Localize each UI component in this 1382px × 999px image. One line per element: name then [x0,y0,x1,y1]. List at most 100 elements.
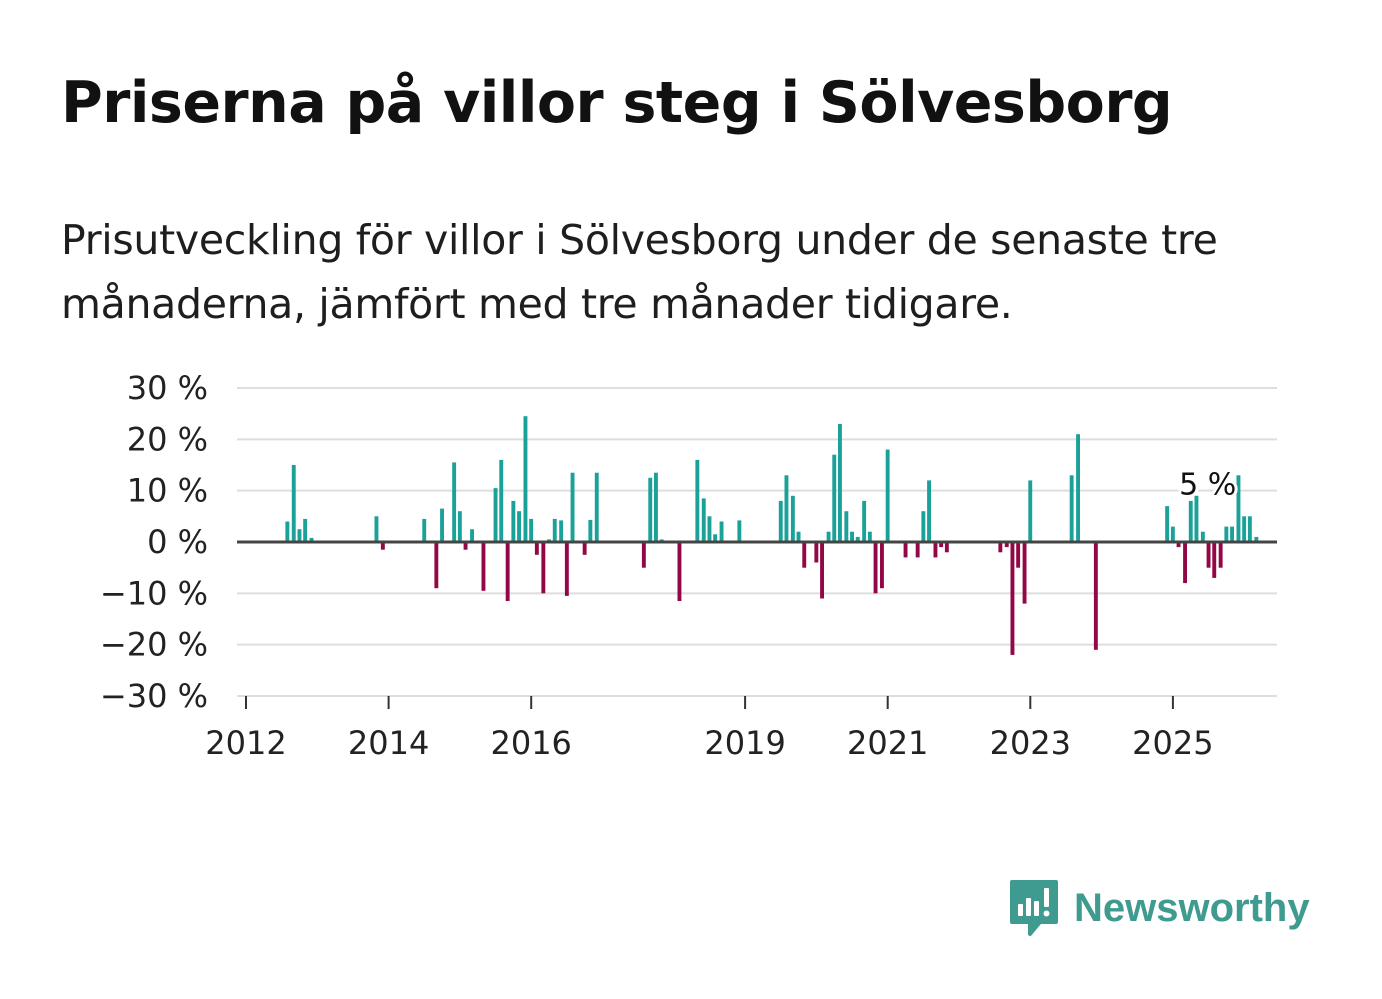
bar-positive [297,529,302,542]
bar-positive [291,465,296,542]
bar-positive [850,531,854,542]
bar-positive [713,534,718,542]
bar-negative [582,542,587,555]
bar-negative [534,542,539,555]
bar-positive [885,449,890,542]
x-axis: 2012 2014 2016 2019 2021 2023 2025 [205,540,1277,762]
y-tick-label: 10 % [127,472,208,510]
bar-positive [457,511,462,542]
annotations: 5 % [1176,465,1239,506]
x-tick-label: 2014 [348,724,429,762]
newsworthy-logo: Newsworthy [1008,878,1310,938]
bar-negative [1206,542,1211,568]
y-tick-label: 20 % [127,420,208,458]
x-tick-label: 2023 [990,724,1071,762]
bar-negative [434,542,439,589]
bar-positive [778,500,783,542]
bar-negative [873,542,878,594]
bar-positive [1028,480,1033,542]
bar-positive [695,459,700,542]
bar-positive [422,518,427,542]
bar-positive [570,472,575,542]
bar-negative [1010,542,1015,655]
y-tick-label: −10 % [100,574,208,612]
bar-positive [552,518,557,542]
bar-negative [802,542,807,568]
bar-negative [505,542,510,601]
bar-negative [641,542,646,568]
bar-negative [1004,542,1009,548]
bar-positive [1242,516,1247,542]
bar-negative [380,542,385,550]
bar-positive [511,500,516,542]
y-axis-ticks: 30 % 20 % 10 % 0 % −10 % −20 % −30 % [100,369,208,715]
y-tick-label: −20 % [100,626,208,664]
x-tick-label: 2016 [490,724,571,762]
bar-positive [303,518,308,542]
bar-negative [541,542,546,594]
bar-positive [529,518,534,542]
latest-value-label: 5 % [1179,468,1236,503]
bar-negative [1016,542,1021,568]
bar-positive [523,416,528,542]
bar-negative [814,542,819,563]
bar-negative [1176,542,1181,548]
x-tick-label: 2019 [704,724,785,762]
y-tick-label: −30 % [100,677,208,715]
bar-positive [867,531,872,542]
bar-positive [470,529,474,542]
chart-title: Priserna på villor steg i Sölvesborg [61,70,1173,136]
bar-negative [933,542,938,558]
y-tick-label: 30 % [127,369,208,407]
bar-positive [737,520,742,542]
bar-positive [927,480,931,542]
bar-negative [463,542,468,550]
bar-positive [1236,475,1241,542]
bar-positive [855,536,860,542]
bar-negative [1022,542,1027,604]
bar-negative [880,542,884,589]
x-tick-label: 2021 [847,724,928,762]
bar-positive [1188,500,1193,542]
bar-positive [285,521,290,542]
newsworthy-logo-text: Newsworthy [1074,885,1310,930]
bar-positive [493,488,498,542]
bar-positive [719,521,724,542]
bar-positive [440,508,444,542]
x-tick-label: 2012 [205,724,286,762]
bar-negative [481,542,486,591]
bar-positive [1165,506,1170,542]
y-tick-label: 0 % [147,523,208,561]
bar-negative [677,542,682,601]
bar-positive [499,459,504,542]
bar-positive [784,475,789,542]
x-tick-label: 2025 [1132,724,1213,762]
chart-subtitle: Prisutveckling för villor i Sölvesborg u… [61,216,1218,328]
bar-negative [903,542,908,558]
bar-negative [564,542,569,596]
newsworthy-logo-icon [1010,880,1058,936]
bar-positive [701,498,706,542]
bar-positive [594,472,599,542]
bar-positive [309,537,314,542]
bar-negative [998,542,1003,553]
bar-positive [832,454,837,542]
bar-positive [707,516,712,542]
bar-negative [944,542,949,553]
bar-positive [1200,531,1205,542]
bar-positive [1076,434,1080,542]
bar-positive [826,531,831,542]
bar-positive [1254,536,1259,542]
bar-positive [648,477,653,542]
bar-positive [921,511,926,542]
bar-positive [1069,475,1074,542]
bar-positive [1194,495,1199,542]
bar-positive [844,511,849,542]
bar-positive [452,462,457,542]
bar-negative [1183,542,1187,584]
bar-positive [838,423,842,542]
bar-positive [796,531,801,542]
bar-positive [374,516,379,542]
bar-positive [862,500,867,542]
bar-chart: 30 %20 %10 %0 %−10 %−20 %−30 % 2012 2014 2… [100,369,1277,762]
